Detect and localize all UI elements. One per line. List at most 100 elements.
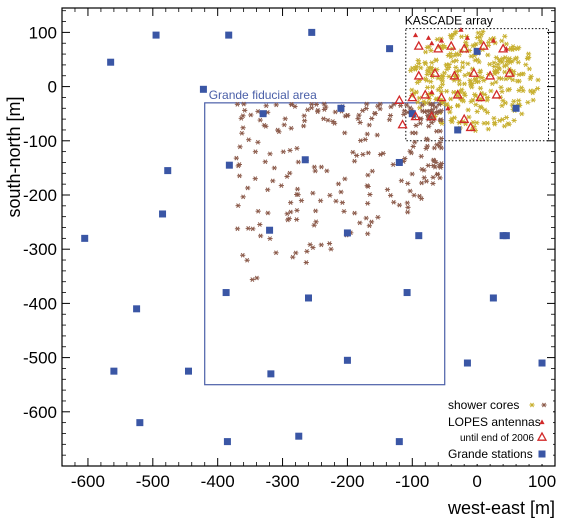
shower-core-point: [352, 210, 358, 216]
shower-core-point: [418, 153, 424, 159]
shower-core-point: [448, 96, 454, 102]
shower-core-point: [438, 117, 444, 123]
shower-core-point: [301, 113, 307, 119]
shower-core-point: [387, 113, 394, 118]
shower-core-point: [364, 131, 370, 137]
lopes-antenna-point: [503, 46, 509, 51]
lopes-antenna-point: [464, 35, 471, 40]
shower-core-point: [485, 39, 492, 45]
shower-core-point: [515, 59, 521, 65]
lopes-antenna-2006-point: [397, 119, 408, 129]
shower-core-point: [304, 249, 310, 254]
kascade-array-label: KASCADE array: [405, 14, 493, 28]
shower-core-point: [356, 112, 362, 118]
shower-core-point: [388, 193, 394, 198]
shower-core-point: [453, 29, 459, 35]
shower-core-point: [318, 164, 324, 170]
shower-core-point: [267, 151, 273, 157]
shower-core-point: [446, 74, 452, 79]
shower-core-point: [313, 208, 319, 214]
shower-core-point: [295, 192, 301, 198]
shower-core-point: [531, 88, 537, 94]
lopes-antenna-2006-point: [394, 94, 405, 104]
shower-core-point: [460, 98, 467, 104]
shower-core-point: [470, 119, 476, 125]
shower-core-point: [287, 170, 293, 176]
lopes-antenna-2006-point: [498, 43, 509, 53]
grande-station-point: [199, 85, 207, 93]
shower-cores-layer: [233, 29, 541, 282]
shower-core-point: [481, 78, 487, 83]
grande-station-point: [184, 367, 192, 375]
lopes-antenna-2006-point: [485, 70, 496, 80]
shower-core-point: [503, 41, 509, 47]
shower-core-point: [288, 101, 294, 107]
shower-core-point: [364, 101, 370, 107]
shower-core-point: [317, 198, 324, 204]
shower-core-point: [480, 29, 486, 35]
shower-core-point: [472, 57, 478, 63]
legend-shower-cores-marker: [529, 402, 547, 408]
shower-core-point: [452, 52, 458, 58]
shower-core-point: [501, 123, 508, 129]
grande-station-point: [386, 45, 394, 53]
y-tick-label: -500: [23, 349, 57, 368]
lopes-antenna-2006-point: [407, 92, 418, 102]
shower-core-point: [502, 100, 509, 106]
shower-core-point: [503, 115, 510, 120]
shower-core-point: [421, 99, 427, 104]
legend-star-olive: [529, 402, 535, 408]
shower-core-point: [332, 109, 338, 115]
shower-core-point: [288, 200, 294, 205]
shower-core-point: [451, 115, 458, 121]
shower-core-point: [500, 98, 506, 104]
shower-core-point: [478, 105, 485, 111]
shower-core-point: [240, 125, 246, 131]
shower-core-point: [255, 208, 261, 214]
shower-core-point: [492, 121, 498, 127]
shower-core-point: [481, 120, 487, 126]
shower-core-point: [433, 58, 439, 63]
shower-core-point: [459, 87, 465, 93]
shower-core-point: [423, 49, 429, 55]
shower-core-point: [342, 130, 348, 136]
shower-core-point: [310, 245, 316, 250]
shower-core-point: [248, 112, 254, 118]
grande-station-point: [223, 438, 231, 446]
shower-core-point: [525, 99, 531, 105]
shower-core-point: [375, 214, 381, 220]
shower-core-point: [459, 34, 465, 40]
shower-core-point: [511, 118, 517, 123]
shower-core-point: [325, 117, 331, 123]
shower-core-point: [426, 123, 432, 129]
x-tick-label: -100: [395, 472, 429, 491]
x-tick-label: -300: [266, 472, 300, 491]
shower-core-point: [350, 149, 356, 155]
shower-core-point: [419, 108, 426, 114]
shower-core-point: [436, 102, 442, 107]
shower-core-point: [369, 168, 375, 174]
shower-core-point: [388, 104, 394, 110]
shower-core-point: [455, 103, 461, 109]
shower-core-point: [236, 173, 243, 179]
shower-core-point: [252, 176, 258, 182]
grande-station-point: [473, 47, 481, 55]
shower-core-point: [429, 84, 436, 90]
lopes-antenna-point: [490, 37, 496, 43]
y-tick-label: 100: [29, 23, 57, 42]
shower-core-point: [499, 103, 505, 109]
shower-core-point: [254, 275, 260, 281]
shower-core-point: [405, 209, 411, 215]
shower-core-point: [498, 84, 504, 90]
legend-lopes-2006-marker: [536, 431, 548, 441]
shower-core-point: [355, 116, 361, 122]
grande-station-point: [395, 158, 403, 166]
grande-station-point: [337, 104, 345, 112]
shower-core-point: [511, 98, 517, 104]
shower-core-point: [474, 109, 480, 114]
shower-core-point: [428, 79, 434, 85]
lopes-antenna-point: [429, 40, 435, 46]
shower-core-point: [281, 122, 287, 128]
shower-core-point: [375, 103, 381, 109]
shower-core-point: [448, 118, 454, 123]
